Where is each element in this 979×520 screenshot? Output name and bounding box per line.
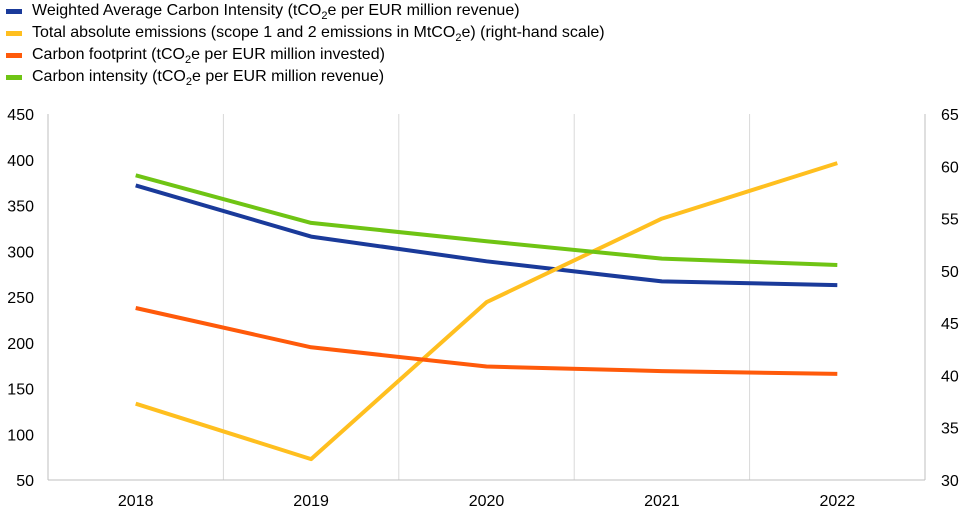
y2-tick-label: 60 (941, 159, 959, 176)
y2-tick-label: 65 (941, 107, 959, 124)
x-tick-label: 2021 (644, 493, 680, 510)
legend-item: Weighted Average Carbon Intensity (tCO2e… (6, 0, 605, 22)
y-tick-label: 100 (7, 427, 34, 444)
x-tick-label: 2018 (118, 493, 154, 510)
legend-item: Total absolute emissions (scope 1 and 2 … (6, 22, 605, 44)
legend-item: Carbon footprint (tCO2e per EUR million … (6, 44, 605, 66)
series-line-0 (135, 183, 838, 288)
legend-swatch (6, 52, 22, 58)
y2-tick-label: 45 (941, 316, 959, 333)
x-tick-label: 2019 (293, 493, 329, 510)
y2-tick-label: 30 (941, 473, 959, 490)
y-tick-label: 450 (7, 107, 34, 124)
y2-tick-label: 40 (941, 368, 959, 385)
series-line-2 (135, 306, 838, 376)
legend-swatch (6, 30, 22, 36)
legend-label: Carbon intensity (tCO2e per EUR million … (32, 68, 385, 89)
y-tick-label: 50 (16, 473, 34, 490)
legend-label: Total absolute emissions (scope 1 and 2 … (32, 24, 605, 45)
y-tick-label: 350 (7, 199, 34, 216)
x-tick-label: 2022 (820, 493, 856, 510)
series-line-1 (135, 161, 838, 462)
x-tick-label: 2020 (469, 493, 505, 510)
legend-swatch (6, 8, 22, 14)
y2-tick-label: 50 (941, 264, 959, 281)
legend-label: Weighted Average Carbon Intensity (tCO2e… (32, 2, 520, 23)
y-tick-label: 150 (7, 382, 34, 399)
y2-tick-label: 55 (941, 212, 959, 229)
legend: Weighted Average Carbon Intensity (tCO2e… (6, 0, 605, 88)
y-tick-label: 200 (7, 336, 34, 353)
y2-tick-label: 35 (941, 421, 959, 438)
legend-swatch (6, 74, 22, 80)
y-tick-label: 400 (7, 153, 34, 170)
legend-label: Carbon footprint (tCO2e per EUR million … (32, 46, 385, 67)
legend-item: Carbon intensity (tCO2e per EUR million … (6, 66, 605, 88)
y-tick-label: 250 (7, 290, 34, 307)
y-tick-label: 300 (7, 244, 34, 261)
series-line-3 (135, 173, 838, 267)
